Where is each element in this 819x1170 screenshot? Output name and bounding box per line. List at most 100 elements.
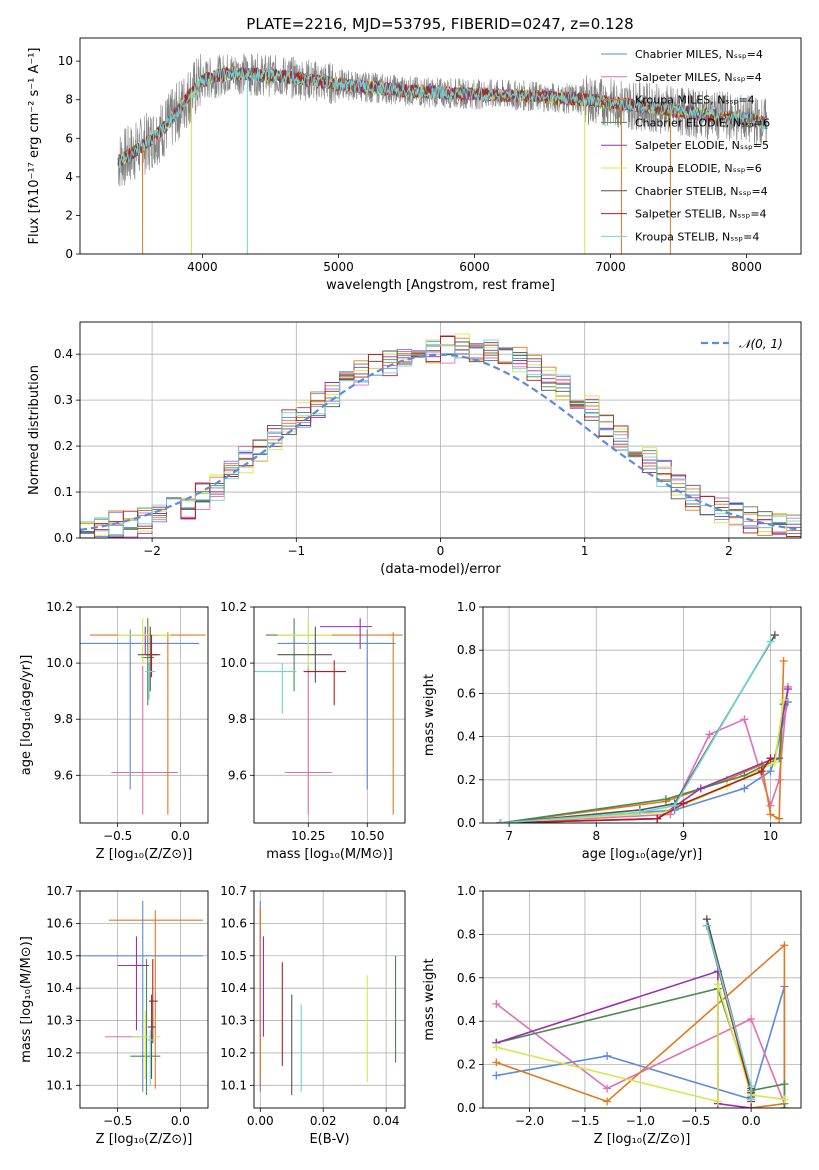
series-marker xyxy=(713,1097,722,1106)
axes-frame xyxy=(79,890,209,1109)
series-marker xyxy=(747,1015,756,1024)
series-marker xyxy=(740,715,749,724)
y-tick-label: 10.4 xyxy=(220,981,247,995)
series-marker xyxy=(702,921,711,930)
y-tick-label: 10.0 xyxy=(46,656,73,670)
series-marker xyxy=(766,767,775,776)
model-line-kroupa_stelib xyxy=(117,67,768,167)
x-tick-label: −1 xyxy=(287,544,305,558)
axes-frame xyxy=(482,890,802,1109)
errorbar-point-chabrier_stelib xyxy=(277,626,332,683)
series-marker xyxy=(740,784,749,793)
series-line-chabrier_stelib xyxy=(500,634,776,823)
y-tick-label: 9.6 xyxy=(228,768,247,782)
series-marker xyxy=(747,1095,756,1104)
y-tick-label: 0.0 xyxy=(457,816,476,830)
panel-weight-vs-age: 7 8 9 10 0.0 0.2 0.4 0.6 0.8 1.0 age [log₁₀(age/yr… xyxy=(422,600,802,862)
panel-age-vs-Z: −0.5 0.0 9.6 9.8 10.0 10.2 Z [log₁₀(Z/Z⊙)] age … xyxy=(19,600,209,862)
x-tick-label: −0.5 xyxy=(681,1114,710,1128)
x-tick-label: 0.04 xyxy=(373,1114,400,1128)
y-tick-label: 0.4 xyxy=(457,1014,476,1028)
y-tick-label: 0.2 xyxy=(54,439,73,453)
series-marker xyxy=(770,758,779,767)
x-tick-label: 10.25 xyxy=(291,829,325,843)
plot-area xyxy=(80,900,203,1096)
errorbar-point-kroupa_stelib xyxy=(254,663,297,714)
panel-residuals: −2 −1 0 1 2 0.0 0.1 0.2 0.3 0.4 (data-model)/error… xyxy=(27,321,802,577)
y-tick-label: 10.2 xyxy=(220,600,247,614)
axes-frame xyxy=(79,321,802,539)
axes-frame xyxy=(482,606,802,824)
panel-spectrum: 4000 5000 6000 7000 8000 0 2 4 6 8 10 wavelength [A… xyxy=(27,37,802,293)
legend-entry: Chabrier STELIB, Nₛₛₚ=4 xyxy=(635,185,768,198)
errorbar-point-salpeter_elodie xyxy=(130,626,158,655)
legend-entry: Kroupa STELIB, Nₛₛₚ=4 xyxy=(635,230,759,243)
errorbar-point-kroupa_elodie xyxy=(117,618,171,664)
figure-title: PLATE=2216, MJD=53795, FIBERID=0247, z=0… xyxy=(246,15,633,33)
x-tick-label: 5000 xyxy=(323,260,354,274)
x-axis-label: age [log₁₀(age/yr)] xyxy=(582,847,703,862)
x-tick-label: 8 xyxy=(592,829,600,843)
y-tick-label: 0 xyxy=(65,247,73,261)
series-marker xyxy=(780,1095,789,1104)
x-tick-label: 8000 xyxy=(731,260,762,274)
errorbar-point-kroupa_miles xyxy=(317,632,403,815)
y-tick-label: 10.2 xyxy=(220,1046,247,1060)
y-tick-label: 0.0 xyxy=(54,531,73,545)
y-axis-label: Flux [fλ10⁻¹⁷ erg cm⁻² s⁻¹ A⁻¹] xyxy=(27,48,42,245)
x-tick-label: 0 xyxy=(437,544,445,558)
series-marker xyxy=(670,801,679,810)
x-tick-label: 0.0 xyxy=(742,1114,761,1128)
series-marker xyxy=(492,1058,501,1067)
y-tick-label: 0.8 xyxy=(457,927,476,941)
x-tick-label: 9 xyxy=(680,829,688,843)
y-axis-label: mass weight xyxy=(422,958,437,1040)
series-marker xyxy=(603,1084,612,1093)
y-axis-label: mass weight xyxy=(422,674,437,756)
y-tick-label: 0.0 xyxy=(457,1101,476,1115)
series-marker xyxy=(492,999,501,1008)
y-tick-label: 10.5 xyxy=(46,949,73,963)
y-tick-label: 0.4 xyxy=(54,347,73,361)
errorbar-point-chabrier_elodie xyxy=(141,618,155,706)
legend-entry: Salpeter MILES, Nₛₛₚ=4 xyxy=(635,71,762,84)
axes-frame xyxy=(253,890,406,1109)
errorbar-point-chabrier_miles xyxy=(277,629,396,790)
x-tick-label: −1.5 xyxy=(570,1114,599,1128)
axes-frame xyxy=(79,606,209,824)
plot-area xyxy=(254,618,403,815)
y-tick-label: 0.1 xyxy=(54,485,73,499)
y-tick-label: 2 xyxy=(65,208,73,222)
x-tick-label: 7000 xyxy=(595,260,626,274)
series-line-kroupa_stelib xyxy=(500,641,772,823)
series-marker xyxy=(783,685,792,694)
errorbar-point-chabrier_stelib xyxy=(147,994,156,1079)
y-tick-label: 0.8 xyxy=(457,643,476,657)
x-tick-label: 10 xyxy=(763,829,778,843)
y-tick-label: 0.6 xyxy=(457,686,476,700)
y-tick-label: 6 xyxy=(65,131,73,145)
series-marker xyxy=(780,941,789,950)
series-marker xyxy=(705,730,714,739)
y-tick-label: 0.2 xyxy=(457,773,476,787)
series-marker xyxy=(492,1071,501,1080)
series-marker xyxy=(747,1082,756,1091)
normal-curve xyxy=(80,353,801,531)
series-marker xyxy=(661,795,670,804)
y-tick-label: 0.6 xyxy=(457,971,476,985)
series-marker xyxy=(775,775,784,784)
series-marker xyxy=(635,808,644,817)
series-marker xyxy=(779,657,788,665)
legend-entry: Salpeter STELIB, Nₛₛₚ=4 xyxy=(635,208,767,221)
x-tick-label: 10.50 xyxy=(350,829,384,843)
x-tick-label: −0.5 xyxy=(103,1114,132,1128)
legend-entry: Chabrier ELODIE, Nₛₛₚ=6 xyxy=(635,116,770,129)
x-tick-label: 0.02 xyxy=(310,1114,337,1128)
y-tick-label: 9.8 xyxy=(228,712,247,726)
histogram-kroupa_stelib xyxy=(80,339,801,535)
x-tick-label: −1.0 xyxy=(626,1114,655,1128)
errorbar-point-salpeter_stelib xyxy=(303,660,347,706)
y-tick-label: 1.0 xyxy=(457,600,476,614)
x-axis-label: wavelength [Angstrom, rest frame] xyxy=(326,278,555,293)
